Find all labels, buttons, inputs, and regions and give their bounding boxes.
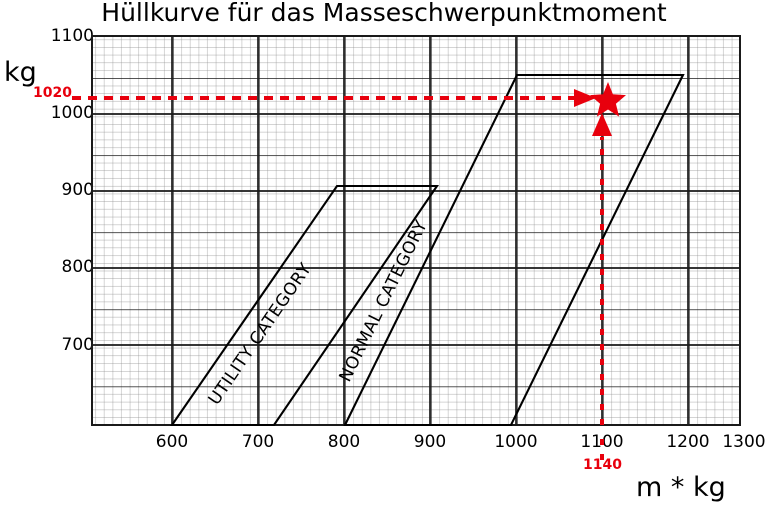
chart-title: Hüllkurve für das Masseschwerpunktmoment <box>101 0 667 27</box>
y-tick-1000: 1000 <box>50 103 94 123</box>
marker-x-value-label: 1140 <box>583 457 622 473</box>
horizontal-guide-arrow <box>574 89 596 107</box>
y-tick-700: 700 <box>61 335 94 355</box>
y-tick-1100: 1100 <box>50 26 94 46</box>
vertical-guide-arrow <box>592 113 612 136</box>
chart-grid <box>91 35 741 426</box>
x-tick-1300: 1300 <box>722 432 766 452</box>
x-tick-900: 900 <box>413 432 447 452</box>
envelope-normal-category <box>343 73 685 427</box>
x-tick-1200: 1200 <box>666 432 710 452</box>
operating-point-star-marker <box>590 82 626 117</box>
x-axis-label: m * kg <box>636 472 726 503</box>
marker-guides <box>72 82 626 460</box>
marker-y-value-label: 1020 <box>33 85 72 101</box>
y-tick-800: 800 <box>61 257 94 277</box>
x-tick-700: 700 <box>241 432 275 452</box>
y-axis-label: kg <box>4 57 37 88</box>
x-tick-1000: 1000 <box>494 432 538 452</box>
x-tick-600: 600 <box>155 432 189 452</box>
x-tick-800: 800 <box>327 432 361 452</box>
y-tick-900: 900 <box>61 180 94 200</box>
envelope-utility-category <box>169 184 439 427</box>
